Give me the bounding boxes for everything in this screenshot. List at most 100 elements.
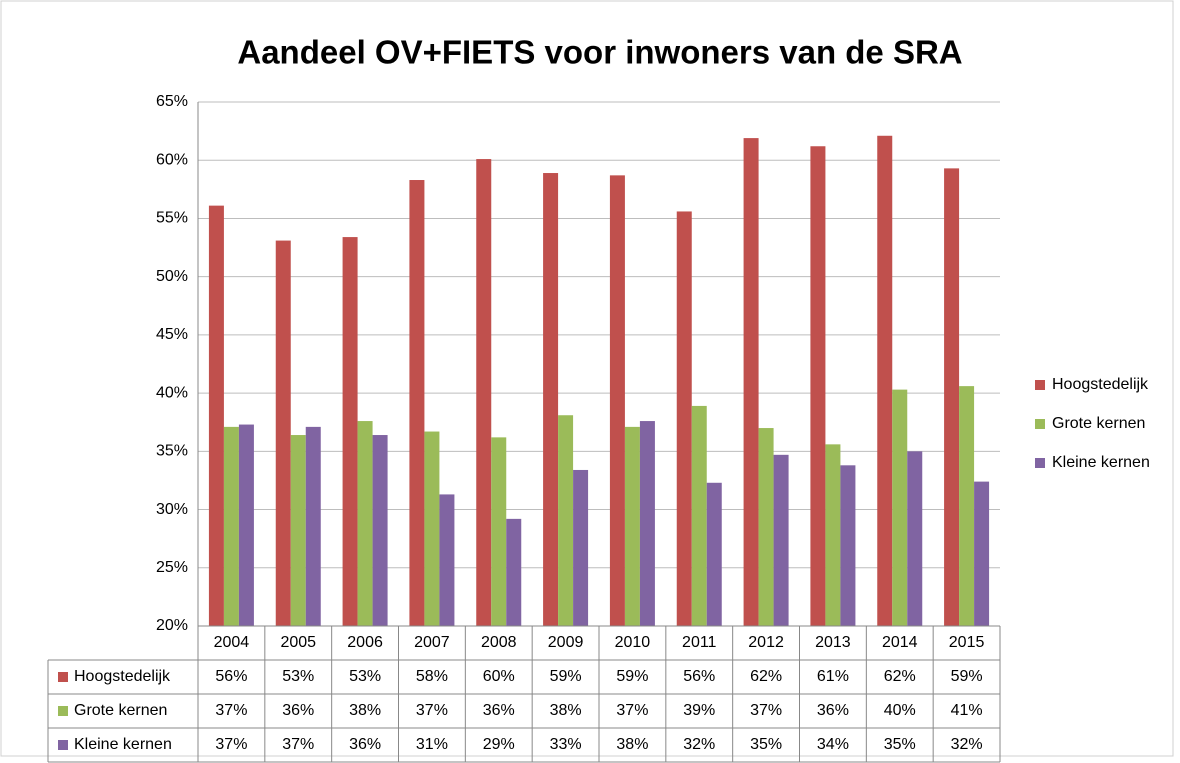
chart-title: Aandeel OV+FIETS voor inwoners van de SR… <box>237 34 962 71</box>
bar <box>290 435 306 626</box>
table-value: 40% <box>884 702 916 719</box>
table-value: 31% <box>416 736 448 753</box>
y-tick-label: 20% <box>156 617 188 634</box>
bar <box>208 205 224 626</box>
bar <box>342 237 358 626</box>
bar <box>543 173 559 626</box>
table-value: 38% <box>349 702 381 719</box>
bar <box>743 138 759 626</box>
legend-label: Hoogstedelijk <box>1052 376 1149 393</box>
y-tick-label: 25% <box>156 559 188 576</box>
bar <box>639 421 655 626</box>
table-value: 58% <box>416 668 448 685</box>
table-value: 37% <box>616 702 648 719</box>
bar <box>773 454 789 626</box>
table-value: 36% <box>483 702 515 719</box>
bar <box>506 518 522 626</box>
bar <box>558 415 574 626</box>
x-tick-label: 2013 <box>815 634 851 651</box>
table-value: 60% <box>483 668 515 685</box>
table-value: 53% <box>349 668 381 685</box>
table-value: 37% <box>750 702 782 719</box>
table-value: 32% <box>951 736 983 753</box>
bar <box>424 431 440 626</box>
table-value: 37% <box>215 702 247 719</box>
table-value: 62% <box>884 668 916 685</box>
table-value: 39% <box>683 702 715 719</box>
bar <box>944 168 960 626</box>
bar <box>624 426 640 626</box>
bar <box>877 135 893 626</box>
y-tick-label: 45% <box>156 326 188 343</box>
table-value: 53% <box>282 668 314 685</box>
table-value: 35% <box>750 736 782 753</box>
table-value: 35% <box>884 736 916 753</box>
y-tick-label: 30% <box>156 501 188 518</box>
x-tick-label: 2004 <box>214 634 250 651</box>
x-tick-label: 2015 <box>949 634 985 651</box>
x-tick-label: 2012 <box>748 634 784 651</box>
table-value: 62% <box>750 668 782 685</box>
table-value: 38% <box>616 736 648 753</box>
bar <box>959 386 975 626</box>
x-tick-label: 2014 <box>882 634 918 651</box>
x-tick-label: 2006 <box>347 634 383 651</box>
bar <box>439 494 455 626</box>
table-value: 37% <box>215 736 247 753</box>
legend-key <box>1035 458 1045 468</box>
bar <box>573 469 589 626</box>
y-tick-label: 60% <box>156 151 188 168</box>
bar <box>840 465 856 626</box>
table-value: 36% <box>817 702 849 719</box>
bar <box>691 405 707 626</box>
y-tick-label: 55% <box>156 210 188 227</box>
table-value: 61% <box>817 668 849 685</box>
x-tick-label: 2007 <box>414 634 450 651</box>
bar <box>825 444 841 626</box>
bar <box>810 146 826 626</box>
table-key <box>58 706 68 716</box>
bar <box>238 424 254 626</box>
table-value: 56% <box>683 668 715 685</box>
table-value: 34% <box>817 736 849 753</box>
table-value: 59% <box>550 668 582 685</box>
y-tick-label: 65% <box>156 93 188 110</box>
table-value: 38% <box>550 702 582 719</box>
legend-key <box>1035 380 1045 390</box>
x-tick-label: 2008 <box>481 634 517 651</box>
y-tick-label: 50% <box>156 268 188 285</box>
table-value: 36% <box>282 702 314 719</box>
bar <box>676 211 692 627</box>
table-value: 59% <box>616 668 648 685</box>
legend-label: Grote kernen <box>1052 415 1145 432</box>
x-tick-label: 2009 <box>548 634 584 651</box>
bar <box>491 437 507 626</box>
table-value: 56% <box>215 668 247 685</box>
bar <box>758 428 774 626</box>
table-value: 41% <box>951 702 983 719</box>
bar <box>305 426 321 626</box>
table-value: 37% <box>416 702 448 719</box>
bar <box>409 180 425 627</box>
bar <box>907 451 923 626</box>
y-tick-label: 40% <box>156 384 188 401</box>
table-key <box>58 672 68 682</box>
bar <box>609 175 625 627</box>
table-value: 37% <box>282 736 314 753</box>
x-tick-label: 2005 <box>280 634 316 651</box>
table-row-label: Hoogstedelijk <box>74 668 171 685</box>
legend-label: Kleine kernen <box>1052 454 1150 471</box>
bar <box>372 435 388 626</box>
bar <box>974 481 990 626</box>
x-tick-label: 2011 <box>682 634 717 651</box>
bar <box>892 389 908 626</box>
y-tick-label: 35% <box>156 443 188 460</box>
x-tick-label: 2010 <box>615 634 651 651</box>
table-value: 32% <box>683 736 715 753</box>
table-value: 59% <box>951 668 983 685</box>
table-row-label: Kleine kernen <box>74 736 172 753</box>
table-key <box>58 740 68 750</box>
bar <box>476 159 492 626</box>
